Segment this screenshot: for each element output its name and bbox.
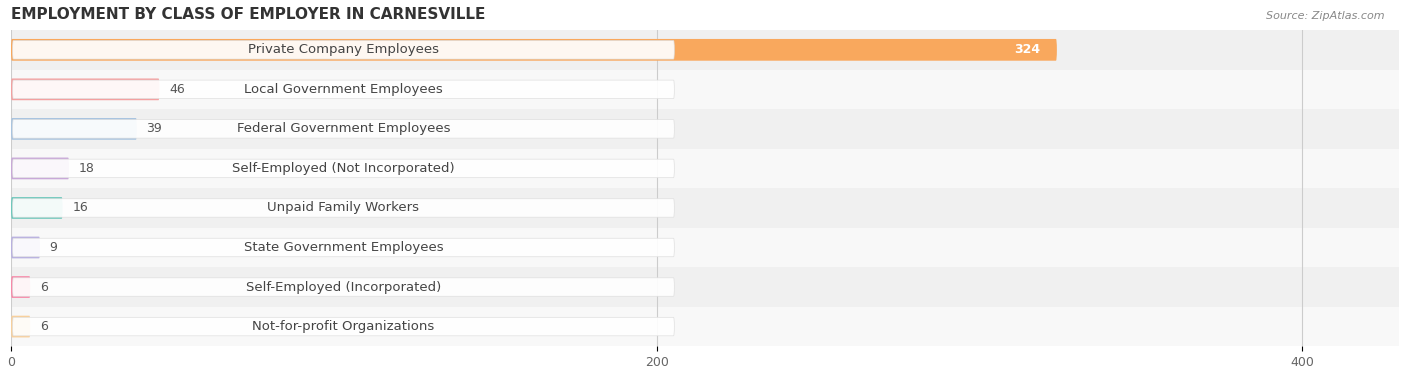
FancyBboxPatch shape <box>11 197 63 219</box>
Text: 16: 16 <box>72 202 89 214</box>
Text: Not-for-profit Organizations: Not-for-profit Organizations <box>252 320 434 333</box>
Bar <box>11 267 1399 307</box>
Bar <box>11 307 1399 346</box>
FancyBboxPatch shape <box>13 80 675 99</box>
Bar <box>11 228 1399 267</box>
Text: 6: 6 <box>39 280 48 294</box>
Text: 9: 9 <box>49 241 58 254</box>
FancyBboxPatch shape <box>13 159 675 178</box>
FancyBboxPatch shape <box>13 120 675 138</box>
FancyBboxPatch shape <box>13 41 675 59</box>
FancyBboxPatch shape <box>11 39 1057 61</box>
Text: EMPLOYMENT BY CLASS OF EMPLOYER IN CARNESVILLE: EMPLOYMENT BY CLASS OF EMPLOYER IN CARNE… <box>11 7 485 22</box>
FancyBboxPatch shape <box>11 237 39 258</box>
FancyBboxPatch shape <box>13 199 675 217</box>
Text: Self-Employed (Not Incorporated): Self-Employed (Not Incorporated) <box>232 162 454 175</box>
Text: Local Government Employees: Local Government Employees <box>245 83 443 96</box>
Text: 324: 324 <box>1015 43 1040 56</box>
FancyBboxPatch shape <box>11 79 159 100</box>
FancyBboxPatch shape <box>11 118 136 140</box>
Bar <box>11 188 1399 228</box>
FancyBboxPatch shape <box>11 158 69 179</box>
Bar <box>11 70 1399 109</box>
Bar <box>11 149 1399 188</box>
Text: 46: 46 <box>169 83 184 96</box>
Text: 18: 18 <box>79 162 94 175</box>
Bar <box>11 109 1399 149</box>
Text: Self-Employed (Incorporated): Self-Employed (Incorporated) <box>246 280 441 294</box>
FancyBboxPatch shape <box>13 238 675 257</box>
FancyBboxPatch shape <box>13 317 675 336</box>
Text: State Government Employees: State Government Employees <box>243 241 443 254</box>
Text: Source: ZipAtlas.com: Source: ZipAtlas.com <box>1267 11 1385 21</box>
Bar <box>11 30 1399 70</box>
Text: 6: 6 <box>39 320 48 333</box>
FancyBboxPatch shape <box>11 276 31 298</box>
Text: Federal Government Employees: Federal Government Employees <box>236 123 450 135</box>
Text: 39: 39 <box>146 123 162 135</box>
FancyBboxPatch shape <box>13 278 675 296</box>
FancyBboxPatch shape <box>11 316 31 337</box>
Text: Private Company Employees: Private Company Employees <box>247 43 439 56</box>
Text: Unpaid Family Workers: Unpaid Family Workers <box>267 202 419 214</box>
